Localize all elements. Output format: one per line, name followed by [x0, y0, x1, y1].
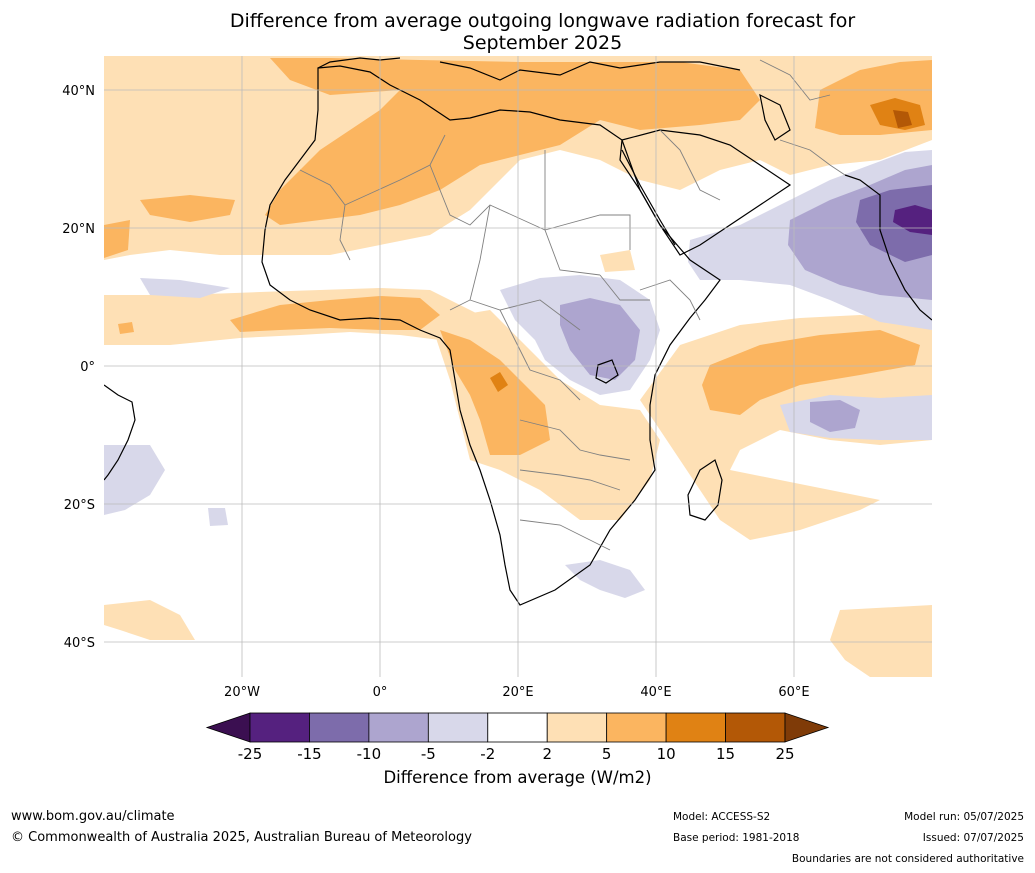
caspian-coastline [759, 93, 791, 141]
colorbar-tick-label: -10 [357, 745, 382, 763]
colorbar-tick-label: 5 [602, 745, 612, 763]
border-9 [519, 419, 631, 461]
africa-coastline [261, 65, 721, 606]
east-africa-light [560, 298, 640, 380]
border-14 [659, 129, 721, 201]
lon-label-60e: 60°E [778, 685, 809, 700]
colorbar-swatch [665, 712, 726, 743]
madagascar-coastline [687, 459, 723, 521]
map-panel [104, 56, 932, 677]
colorbar-arrow-high [784, 712, 830, 743]
colorbar-swatch [427, 712, 489, 743]
west-africa-spot-medium [118, 322, 134, 334]
footer-issued: Issued: 07/07/2025 [922, 832, 1024, 844]
border-16 [779, 139, 846, 176]
footer-url: www.bom.gov.au/climate [11, 809, 175, 824]
lon-label-0: 0° [373, 685, 388, 700]
lake-victoria-coastline [595, 359, 619, 384]
colorbar-tick-label: 25 [775, 745, 794, 763]
south-atlantic-very-light [104, 445, 165, 515]
lat-label-20s: 20°S [64, 498, 95, 513]
lat-label-40s: 40°S [64, 636, 95, 651]
longitude-labels: 20°W 0° 20°E 40°E 60°E [224, 685, 810, 700]
indian-ocean-medium [702, 330, 920, 415]
border-10 [519, 469, 621, 491]
anomaly-15-to-25-region [893, 110, 912, 128]
west-atlantic-edge-medium [104, 220, 130, 258]
south-atlantic-light [104, 600, 195, 640]
congo-dark [490, 372, 508, 392]
south-atlantic-spot-very-light [208, 508, 228, 526]
europe-coastline [317, 57, 741, 81]
colorbar-tick-label: 2 [542, 745, 552, 763]
border-13 [599, 274, 650, 301]
colorbar-swatch [309, 712, 370, 743]
congo-medium [440, 330, 550, 455]
colorbar-swatch [606, 712, 667, 743]
country-borders [299, 59, 846, 551]
anomaly-minus15-to-minus10-region [856, 185, 932, 262]
lat-label-40n: 40°N [62, 84, 95, 99]
colorbar-tick-label: -5 [421, 745, 436, 763]
border-8 [499, 309, 581, 401]
lon-label-20e: 20°E [502, 685, 533, 700]
border-11 [519, 519, 611, 551]
title-line-1: Difference from average outgoing longwav… [229, 10, 856, 32]
gulf-guinea-medium [230, 296, 440, 332]
map-title: Difference from average outgoing longwav… [0, 10, 1035, 54]
arabia-coastline [621, 129, 792, 256]
colorbar-tick-label: -2 [480, 745, 495, 763]
colorbar-arrow-low [205, 712, 251, 743]
footer-boundaries-note: Boundaries are not considered authoritat… [791, 853, 1024, 865]
red-sea-coastline [621, 149, 676, 246]
border-6 [544, 214, 631, 250]
india-coastline [844, 174, 932, 321]
arabia-light [600, 250, 635, 272]
map-gridlines [104, 56, 932, 677]
sahara-mediterranean-medium [265, 58, 760, 225]
atlantic-subtropic-medium [140, 195, 235, 222]
border-5 [449, 204, 491, 311]
colorbar-tick-label: 15 [716, 745, 735, 763]
footer-model: Model: ACCESS-S2 [673, 811, 771, 823]
lat-label-20n: 20°N [62, 222, 95, 237]
border-3 [429, 164, 546, 231]
footer-base-period: Base period: 1981-2018 [673, 832, 800, 844]
anomaly-5-to-10-regions [104, 58, 932, 455]
colorbar-swatch [725, 712, 786, 743]
border-7 [469, 299, 581, 331]
south-indian-light [830, 605, 932, 677]
title-line-2: September 2025 [462, 32, 623, 54]
colorbar-swatch [368, 712, 429, 743]
colorbar-tick-label: -25 [238, 745, 263, 763]
colorbar-tick-label: -15 [297, 745, 322, 763]
border-15 [759, 59, 831, 101]
colorbar-tick-labels: -25 -15 -10 -5 -2 2 5 10 15 25 [238, 745, 795, 763]
colorbar [205, 712, 830, 743]
footer-copyright: © Commonwealth of Australia 2025, Austra… [11, 830, 472, 845]
south-america-coastline [104, 384, 136, 481]
colorbar-label: Difference from average (W/m2) [383, 768, 652, 787]
border-4 [544, 150, 601, 276]
latitude-labels: 40°N 20°N 0° 20°S 40°S [62, 84, 95, 651]
border-12 [639, 279, 701, 321]
colorbar-swatch [249, 712, 310, 743]
footer-model-run: Model run: 05/07/2025 [904, 811, 1024, 823]
border-2 [344, 134, 446, 206]
lat-label-0: 0° [80, 360, 95, 375]
west-atlantic-very-light [140, 278, 230, 298]
coastlines [104, 57, 932, 606]
lon-label-20w: 20°W [224, 685, 260, 700]
anomaly-minus10-to-minus5-regions [560, 165, 932, 432]
lon-label-40e: 40°E [640, 685, 671, 700]
south-africa-very-light [565, 560, 645, 598]
anomaly-minus25-to-minus15-region [893, 205, 932, 235]
colorbar-tick-label: 10 [657, 745, 676, 763]
colorbar-swatch [546, 712, 608, 743]
colorbar-swatch [487, 712, 548, 743]
south-indian-light-purple [810, 400, 860, 432]
